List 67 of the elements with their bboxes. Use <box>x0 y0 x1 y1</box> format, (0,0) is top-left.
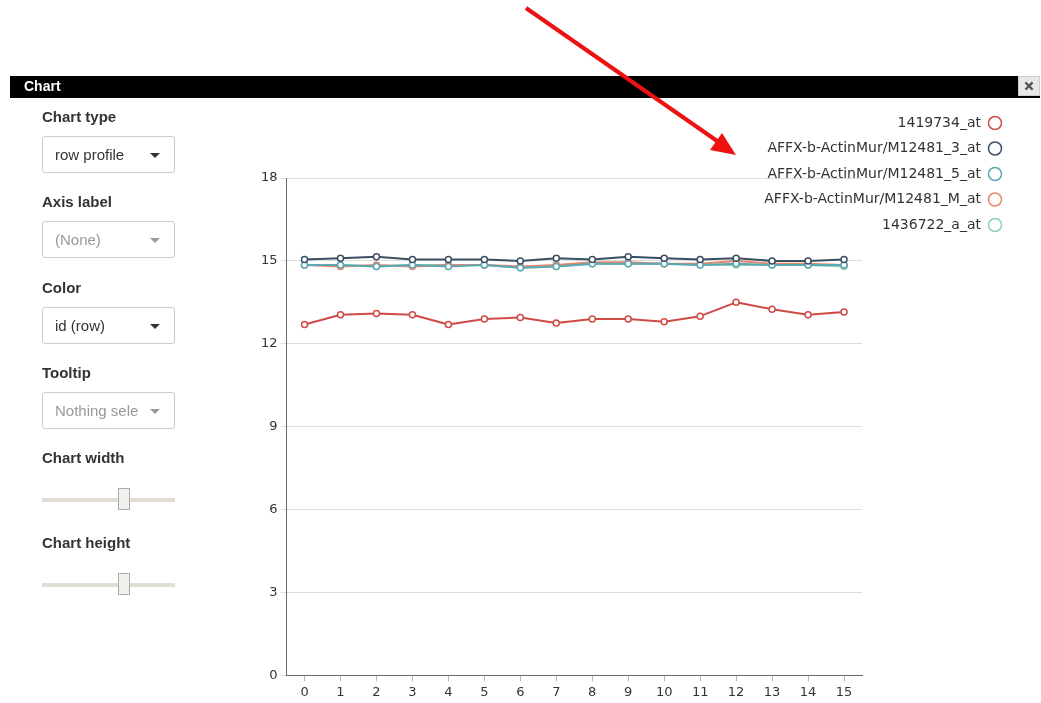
point <box>480 315 489 323</box>
point <box>588 315 596 323</box>
point <box>516 313 525 322</box>
point <box>480 255 489 264</box>
point <box>372 309 381 318</box>
point <box>300 255 309 264</box>
text: Chart height <box>42 534 131 551</box>
x-tick-label: 2 <box>372 683 381 699</box>
x-tick-label: 10 <box>655 683 673 699</box>
point <box>696 312 704 320</box>
x-tick-label: 0 <box>300 683 309 699</box>
point <box>336 254 345 262</box>
x-tick-label: 3 <box>408 683 417 699</box>
text: Color <box>42 279 82 296</box>
point <box>444 320 453 329</box>
text: Chart type <box>42 108 117 125</box>
point <box>660 317 668 326</box>
y-tick-label: 9 <box>269 418 278 434</box>
point <box>624 315 632 323</box>
x-tick-label: 9 <box>624 683 633 699</box>
legend-label: AFFX-b-ActinMur/M12481_5_at <box>767 164 982 181</box>
point <box>408 311 417 319</box>
point <box>696 255 704 264</box>
x-tick-label: 15 <box>835 683 853 699</box>
point <box>624 253 632 261</box>
point <box>372 253 381 261</box>
text: Chart width <box>42 449 125 466</box>
point <box>840 308 848 316</box>
point <box>552 319 561 327</box>
point <box>300 320 309 329</box>
point <box>804 311 812 319</box>
y-tick-label: 18 <box>261 169 278 185</box>
text: Axis label <box>42 193 113 210</box>
point <box>732 298 740 307</box>
y-tick-label: 15 <box>261 252 278 268</box>
legend-label: AFFX-b-ActinMur/M12481_3_at <box>767 139 982 156</box>
point <box>768 305 776 314</box>
text: Chart <box>10 76 1040 98</box>
x-tick-label: 14 <box>799 683 817 699</box>
point <box>444 255 453 264</box>
point <box>408 255 417 264</box>
point <box>552 254 561 262</box>
text: id (row) <box>55 317 106 334</box>
point <box>660 254 668 262</box>
x-tick-label: 8 <box>588 683 597 699</box>
point <box>516 257 525 265</box>
text: Nothing sele <box>55 402 139 419</box>
x-tick-label: 12 <box>727 683 745 699</box>
y-tick-label: 3 <box>269 583 278 599</box>
x-tick-label: 5 <box>480 683 489 699</box>
text: (None) <box>55 231 101 248</box>
x-tick-label: 1 <box>336 683 345 699</box>
legend-label: 1436722_a_at <box>882 215 982 232</box>
x-tick-label: 4 <box>444 683 453 699</box>
point <box>336 311 345 319</box>
y-tick-label: 0 <box>269 666 278 682</box>
text: Tooltip <box>42 364 91 381</box>
point <box>840 255 848 264</box>
x-tick-label: 13 <box>763 683 781 699</box>
x-tick-label: 6 <box>516 683 525 699</box>
x-tick-label: 11 <box>691 683 709 699</box>
y-tick-label: 6 <box>269 500 278 516</box>
legend-label: 1419734_at <box>897 113 982 130</box>
x-tick-label: 7 <box>552 683 561 699</box>
y-tick-label: 12 <box>261 335 278 351</box>
legend-label: AFFX-b-ActinMur/M12481_M_at <box>764 190 982 207</box>
text: row profile <box>55 146 125 163</box>
